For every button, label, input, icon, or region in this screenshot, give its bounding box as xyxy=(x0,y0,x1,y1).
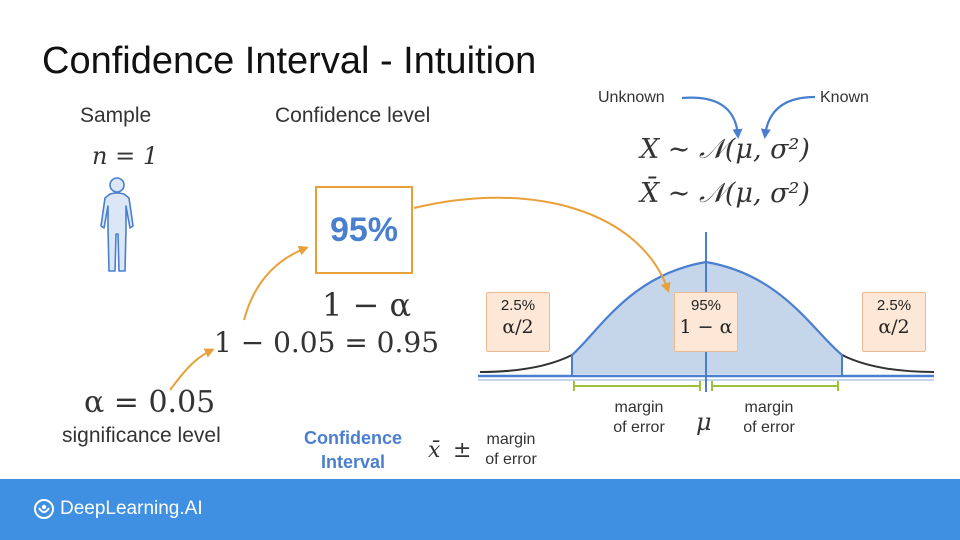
plus-minus-symbol: ± xyxy=(453,438,472,463)
confidence-level-heading: Confidence level xyxy=(275,104,431,127)
left-tail-tag: 2.5% α/2 xyxy=(486,292,550,352)
ci-label-line2: Interval xyxy=(320,452,386,472)
known-label: Known xyxy=(820,89,869,106)
arrow-alpha-to-calc xyxy=(169,348,215,391)
brand-logo: DeepLearning.AI xyxy=(34,498,203,520)
margin-left-label: margin of error xyxy=(606,398,672,438)
page-title: Confidence Interval - Intuition xyxy=(42,40,537,82)
mu-label: μ xyxy=(696,408,712,436)
center-percent: 95% xyxy=(690,297,722,314)
margin-brackets xyxy=(573,381,839,391)
interval-margin-label: margin of error xyxy=(478,430,544,470)
left-tail-symbol: α/2 xyxy=(502,316,534,338)
arrow-unknown-to-mu xyxy=(681,96,743,139)
margin-left-line1: margin xyxy=(614,399,664,416)
margin-right-line1: margin xyxy=(744,399,794,416)
confidence-calculation: 1 − 0.05 = 0.95 xyxy=(214,326,440,359)
arrow-calc-to-box xyxy=(243,245,309,321)
interval-margin-line1: margin xyxy=(486,431,536,448)
curve-right-tail xyxy=(841,354,935,373)
population-distribution: X ∼ 𝒩(μ, σ²) xyxy=(640,134,810,165)
interval-margin-line2: of error xyxy=(485,451,537,468)
person-icon xyxy=(100,177,134,272)
confidence-interval-label: Confidence Interval xyxy=(294,426,412,474)
unknown-label: Unknown xyxy=(598,89,665,106)
sample-heading: Sample xyxy=(80,104,152,127)
footer-bar xyxy=(0,479,960,540)
deeplearning-logo-icon xyxy=(34,499,54,519)
right-tail-symbol: α/2 xyxy=(878,316,910,338)
center-tag: 95% 1 − α xyxy=(674,292,738,352)
significance-level-caption: significance level xyxy=(62,424,221,447)
margin-left-line2: of error xyxy=(613,419,665,436)
xbar-symbol: x̄ xyxy=(428,438,441,463)
arrow-known-to-sigma xyxy=(760,95,816,139)
sample-mean-distribution: X̄ ∼ 𝒩(μ, σ²) xyxy=(640,178,810,209)
one-minus-alpha: 1 − α xyxy=(322,286,412,324)
sample-size-formula: n = 1 xyxy=(92,142,159,170)
center-symbol: 1 − α xyxy=(679,316,733,338)
curve-left-tail xyxy=(479,354,573,373)
right-tail-tag: 2.5% α/2 xyxy=(862,292,926,352)
ci-label-line1: Confidence xyxy=(303,428,402,448)
left-tail-percent: 2.5% xyxy=(500,297,536,314)
alpha-formula: α = 0.05 xyxy=(84,385,216,420)
margin-right-line2: of error xyxy=(743,419,795,436)
brand-name: DeepLearning.AI xyxy=(60,498,203,519)
right-tail-percent: 2.5% xyxy=(876,297,912,314)
margin-right-label: margin of error xyxy=(736,398,802,438)
arrow-box-to-curve xyxy=(413,196,671,293)
confidence-level-box: 95% xyxy=(315,186,413,274)
